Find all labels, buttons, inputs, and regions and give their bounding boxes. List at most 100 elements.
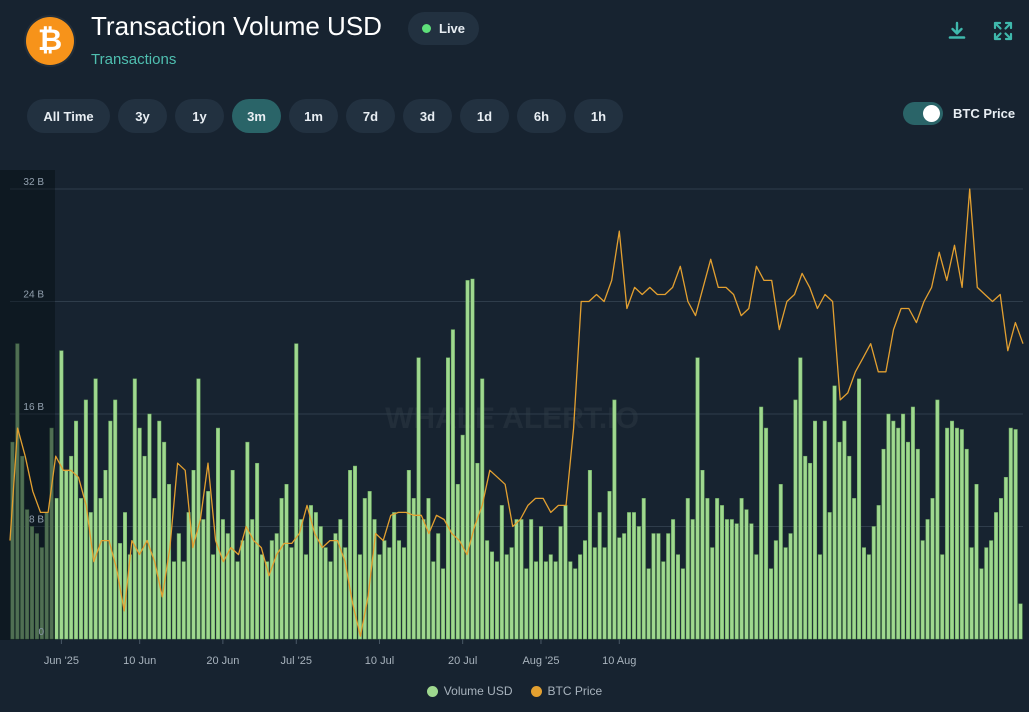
volume-bar (641, 498, 646, 640)
volume-bar (940, 554, 945, 640)
legend-dot-btc-price-icon (530, 685, 542, 697)
x-tick-label: Aug '25 (522, 655, 559, 667)
volume-bar (646, 568, 651, 640)
volume-bar (103, 470, 108, 640)
volume-bar (54, 498, 59, 640)
volume-bar (137, 427, 142, 640)
volume-bar (240, 540, 245, 640)
volume-bar (421, 519, 426, 640)
volume-bar (392, 512, 397, 640)
download-icon[interactable] (946, 20, 968, 42)
volume-bar (509, 547, 514, 640)
bitcoin-logo-icon: ₿ (26, 17, 74, 65)
y-tick-label-overlay: 8 B (29, 515, 44, 526)
volume-bar (754, 554, 759, 640)
volume-bar (475, 462, 480, 640)
volume-bar (881, 448, 886, 640)
volume-bar (181, 561, 186, 640)
volume-bar (803, 455, 808, 640)
volume-bar (583, 540, 588, 640)
volume-bar (269, 540, 274, 640)
volume-bar (857, 378, 862, 640)
y-tick-label-overlay: 32 B (23, 177, 44, 188)
volume-bar (837, 441, 842, 640)
live-badge: Live (408, 12, 480, 45)
volume-bar (994, 512, 999, 640)
btc-price-toggle[interactable] (903, 102, 943, 125)
range-button-6h[interactable]: 6h (517, 99, 566, 133)
volume-bar (1003, 477, 1008, 640)
volume-bar (715, 498, 720, 640)
volume-bar (519, 519, 524, 640)
volume-bar (592, 547, 597, 640)
volume-bar (798, 357, 803, 640)
legend-item-btc-price[interactable]: BTC Price (530, 684, 602, 698)
btc-price-line (9, 188, 1024, 637)
fullscreen-icon[interactable] (992, 20, 1014, 42)
range-button-1m[interactable]: 1m (289, 99, 338, 133)
live-label: Live (439, 21, 466, 36)
category-link[interactable]: Transactions (91, 51, 177, 68)
volume-bar (83, 399, 88, 640)
volume-bar (147, 413, 152, 640)
volume-bar (778, 484, 783, 640)
volume-bar (318, 526, 323, 640)
range-button-1d[interactable]: 1d (460, 99, 509, 133)
volume-bar (871, 526, 876, 640)
volume-bar (969, 547, 974, 640)
volume-bar (543, 561, 548, 640)
volume-bar (401, 547, 406, 640)
volume-bar (768, 568, 773, 640)
volume-bar (759, 406, 764, 640)
volume-bar (411, 498, 416, 640)
volume-bar (680, 568, 685, 640)
volume-bar (808, 462, 813, 640)
volume-bar (724, 519, 729, 640)
volume-bar (906, 441, 910, 640)
volume-bar (113, 399, 118, 640)
volume-bar (162, 441, 167, 640)
volume-bar (294, 343, 299, 640)
range-button-1y[interactable]: 1y (175, 99, 224, 133)
volume-bar (328, 561, 333, 640)
range-button-1h[interactable]: 1h (574, 99, 623, 133)
volume-bar (901, 413, 906, 640)
volume-bar (465, 280, 470, 640)
volume-bar (348, 470, 353, 640)
volume-bar (622, 533, 627, 640)
range-button-3m[interactable]: 3m (232, 99, 281, 133)
range-button-all-time[interactable]: All Time (27, 99, 110, 133)
range-button-3d[interactable]: 3d (403, 99, 452, 133)
volume-bar (685, 498, 690, 640)
volume-bar (710, 547, 715, 640)
volume-bar (450, 329, 455, 640)
y-tick-label-overlay: 24 B (23, 290, 44, 301)
volume-bar (1018, 603, 1023, 640)
volume-bar (666, 533, 671, 640)
volume-bar (587, 470, 592, 640)
volume-bar (597, 512, 602, 640)
volume-bar (989, 540, 994, 640)
volume-bar (607, 491, 612, 640)
toggle-knob (923, 105, 940, 122)
y-axis-panel-overlay (0, 170, 55, 640)
volume-bar (861, 547, 866, 640)
volume-bar (490, 551, 495, 640)
volume-bar (74, 420, 79, 640)
page-title: Transaction Volume USD (91, 11, 382, 41)
volume-bar (793, 399, 798, 640)
volume-bar (930, 498, 935, 640)
volume-bar (529, 519, 534, 640)
chart-legend: Volume USD BTC Price (0, 684, 1029, 698)
range-button-3y[interactable]: 3y (118, 99, 167, 133)
range-button-7d[interactable]: 7d (346, 99, 395, 133)
legend-item-volume[interactable]: Volume USD (426, 684, 513, 698)
volume-bar (333, 533, 338, 640)
volume-bar (123, 512, 127, 640)
volume-bar (59, 350, 64, 640)
volume-bar (578, 554, 583, 640)
volume-bar (260, 554, 265, 640)
volume-bar (524, 568, 529, 640)
volume-bar (157, 420, 162, 640)
